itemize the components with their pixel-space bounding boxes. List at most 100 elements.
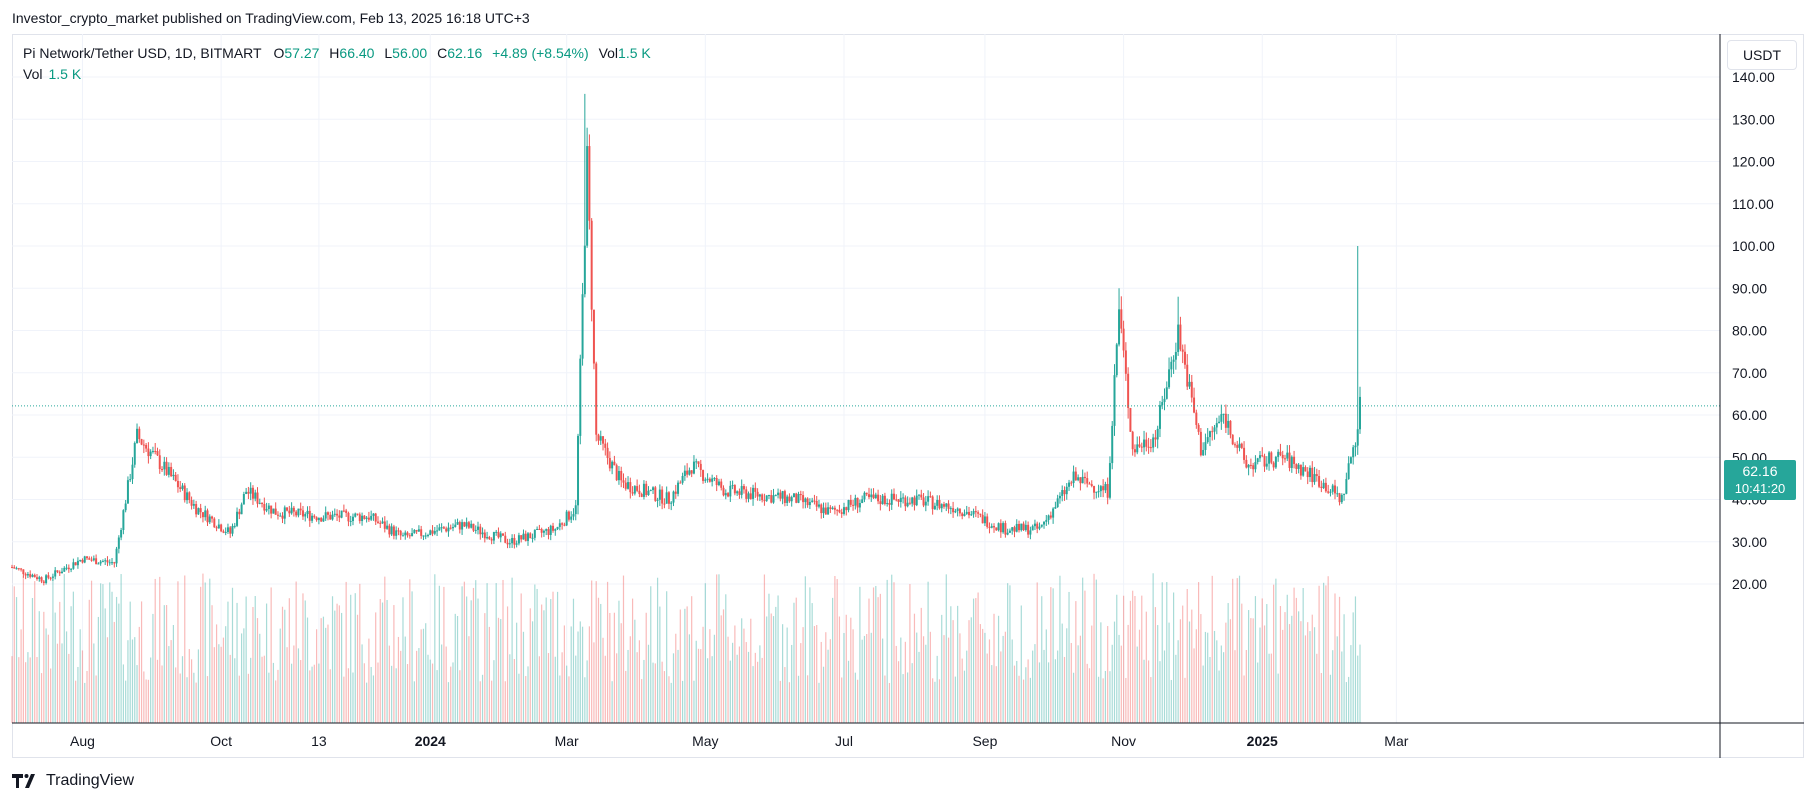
- candle-body: [963, 513, 966, 517]
- volume-bar: [702, 626, 704, 723]
- candle-body: [1338, 493, 1341, 503]
- volume-bar: [400, 650, 402, 723]
- x-tick-label: 2024: [415, 733, 446, 749]
- candle-body: [397, 530, 400, 532]
- candle-body: [758, 494, 761, 497]
- volume-bar: [109, 582, 111, 723]
- volume-bar: [1252, 618, 1254, 723]
- volume-bar: [418, 648, 420, 723]
- candle-body: [388, 525, 391, 535]
- volume-bar: [1207, 632, 1209, 723]
- candle-body: [129, 479, 132, 481]
- volume-bar: [629, 636, 631, 723]
- candle-body: [226, 527, 229, 532]
- volume-bar: [375, 612, 377, 723]
- candle-body: [58, 571, 61, 574]
- candle-body: [413, 530, 416, 534]
- candle-body: [333, 513, 336, 515]
- candle-body: [245, 491, 248, 495]
- volume-bar: [70, 606, 72, 723]
- candle-body: [1158, 405, 1161, 429]
- volume-bar: [745, 642, 747, 723]
- volume-bar: [477, 598, 479, 723]
- candle-body: [174, 474, 177, 481]
- candle-body: [147, 448, 150, 457]
- footer-branding[interactable]: TradingView: [12, 772, 134, 790]
- volume-bar: [954, 676, 956, 723]
- candle-body: [1061, 490, 1064, 496]
- candle-body: [972, 511, 975, 515]
- volume-bar: [588, 626, 590, 723]
- candle-body: [531, 537, 534, 539]
- candle-body: [117, 537, 120, 549]
- candle-body: [656, 499, 659, 501]
- volume-bar: [118, 603, 120, 723]
- volume-bar: [1191, 609, 1193, 723]
- volume-bar: [1157, 625, 1159, 723]
- candle-body: [276, 514, 279, 516]
- volume-bar: [895, 645, 897, 723]
- volume-bar: [77, 666, 79, 723]
- candle-body: [586, 146, 589, 246]
- volume-bar: [793, 602, 795, 723]
- candle-body: [331, 514, 334, 520]
- volume-bar: [286, 647, 288, 723]
- volume-bar: [622, 575, 625, 723]
- candle-body: [981, 514, 984, 524]
- candle-body: [163, 461, 166, 470]
- volume-bar: [627, 649, 629, 723]
- volume-bar: [1016, 660, 1018, 723]
- volume-bar: [309, 670, 311, 723]
- candle-body: [581, 294, 584, 359]
- candle-body: [979, 513, 982, 515]
- candle-body: [379, 522, 382, 524]
- candle-body: [697, 461, 700, 464]
- candle-body: [749, 493, 752, 499]
- volume-bar: [129, 601, 131, 723]
- volume-bar: [1218, 670, 1220, 723]
- candle-body: [22, 569, 25, 575]
- volume-bar: [932, 678, 934, 723]
- volume-bar: [845, 614, 847, 723]
- candle-body: [236, 511, 239, 526]
- volume-bar: [320, 618, 322, 723]
- candle-body: [367, 517, 370, 520]
- volume-bar: [90, 580, 93, 723]
- volume-bar: [1061, 623, 1063, 723]
- candle-body: [1258, 455, 1261, 459]
- volume-bar: [206, 676, 209, 723]
- candle-body: [792, 493, 795, 498]
- volume-bar: [11, 656, 13, 723]
- currency-unit-button[interactable]: USDT: [1727, 40, 1797, 70]
- candle-body: [647, 490, 650, 496]
- volume-bar: [138, 626, 140, 723]
- volume-bar: [159, 576, 161, 723]
- candle-body: [1013, 527, 1016, 532]
- legend-open-label: O: [273, 45, 285, 61]
- candle-body: [11, 567, 13, 569]
- volume-bar: [516, 622, 518, 723]
- candle-body: [1247, 464, 1250, 468]
- candle-body: [506, 542, 509, 545]
- volume-bar: [413, 681, 415, 723]
- volume-bar: [825, 632, 827, 723]
- volume-bar: [1273, 584, 1275, 723]
- volume-bar: [791, 644, 793, 723]
- candle-body: [570, 516, 573, 520]
- volume-bar: [529, 608, 531, 723]
- volume-bar: [134, 637, 136, 723]
- candle-body: [663, 503, 666, 505]
- y-tick-label: 140.00: [1732, 69, 1775, 85]
- candle-body: [408, 535, 411, 537]
- candle-body: [481, 532, 484, 535]
- volume-bar: [613, 612, 615, 723]
- volume-bar: [165, 605, 168, 723]
- x-tick-label: 13: [311, 733, 327, 749]
- candle-body: [1220, 414, 1223, 422]
- candle-body: [838, 509, 841, 513]
- volume-bar: [1152, 573, 1154, 723]
- volume-bar: [265, 603, 268, 723]
- candle-body: [422, 535, 425, 537]
- volume-bar: [218, 644, 220, 723]
